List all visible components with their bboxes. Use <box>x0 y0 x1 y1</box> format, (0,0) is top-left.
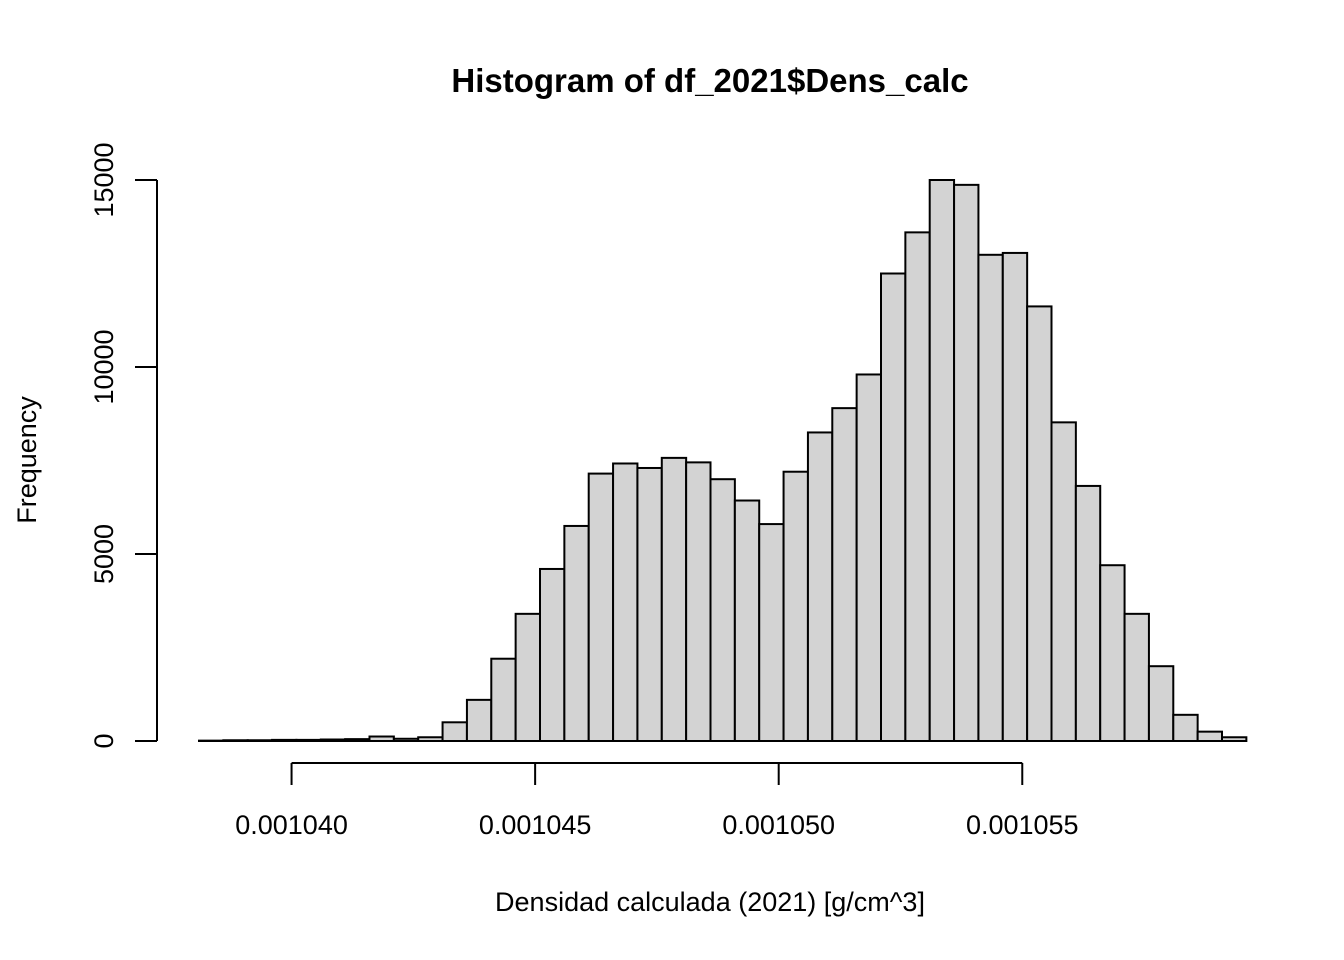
histogram-bar <box>441 721 468 742</box>
histogram-bar <box>855 373 883 742</box>
histogram-bar <box>514 612 542 743</box>
histogram-bar <box>806 431 834 742</box>
x-tick-label: 0.001050 <box>722 810 835 840</box>
histogram-bar <box>1074 484 1102 742</box>
histogram-bar <box>1147 665 1175 743</box>
x-tick-label: 0.001040 <box>235 810 348 840</box>
histogram-bar <box>831 407 858 742</box>
histogram-bar <box>1123 612 1150 743</box>
x-tick-label: 0.001045 <box>479 810 592 840</box>
histogram-bar <box>563 524 590 743</box>
histogram-bar <box>587 472 615 742</box>
histogram-bar <box>953 183 980 743</box>
histogram-bar <box>733 499 761 742</box>
x-axis-label: Densidad calculada (2021) [g/cm^3] <box>495 887 925 917</box>
y-axis: 0 5000 10000 15000 <box>89 142 158 749</box>
y-tick-label: 0 <box>89 733 119 748</box>
histogram-bar <box>1050 421 1077 742</box>
histogram-bar <box>880 272 907 742</box>
x-tick-label: 0.001055 <box>966 810 1079 840</box>
histogram-bar <box>1221 736 1248 743</box>
histogram-bar <box>636 466 663 742</box>
histogram-bar <box>392 737 420 743</box>
histogram-bar <box>904 231 931 743</box>
histogram-bar <box>490 657 517 742</box>
histogram-bar <box>1099 564 1126 742</box>
histogram-bar <box>295 738 322 743</box>
histogram-bar <box>319 738 347 742</box>
y-tick-label: 10000 <box>89 329 119 404</box>
histogram-bar <box>1026 305 1053 742</box>
y-tick-label: 5000 <box>89 524 119 584</box>
histogram-bar <box>1001 251 1029 742</box>
histogram-bar <box>758 523 785 743</box>
histogram-bar <box>344 738 371 743</box>
y-tick-label: 15000 <box>89 142 119 217</box>
histogram-bar <box>1172 713 1199 743</box>
histogram-bar <box>222 739 249 742</box>
histogram-bar <box>709 478 736 742</box>
histogram-bar <box>660 456 688 742</box>
histogram-bar <box>539 567 566 743</box>
histogram-bar <box>612 462 639 742</box>
histogram-bar <box>368 735 395 743</box>
chart-title: Histogram of df_2021$Dens_calc <box>451 62 968 99</box>
histogram-bar <box>977 253 1004 743</box>
histogram-bar <box>246 739 274 742</box>
bars <box>198 179 1248 743</box>
x-axis: 0.001040 0.001045 0.001050 0.001055 <box>235 762 1079 840</box>
histogram-bar <box>465 698 493 742</box>
histogram-bar <box>685 461 712 742</box>
histogram-bar <box>782 470 809 742</box>
y-axis-label: Frequency <box>12 396 42 524</box>
histogram-bar <box>1196 730 1224 743</box>
histogram-bar <box>928 179 956 742</box>
histogram-bar <box>417 736 444 743</box>
histogram-bar <box>271 738 298 743</box>
